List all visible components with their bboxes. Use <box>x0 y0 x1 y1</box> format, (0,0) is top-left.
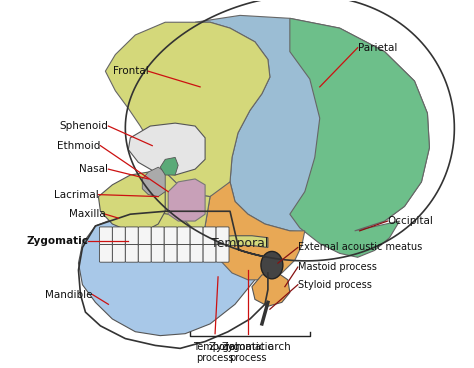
FancyBboxPatch shape <box>203 245 216 262</box>
Polygon shape <box>168 179 205 221</box>
Text: Mastoid process: Mastoid process <box>298 262 377 272</box>
Text: Styloid process: Styloid process <box>298 280 372 290</box>
Polygon shape <box>142 167 165 197</box>
FancyBboxPatch shape <box>151 245 164 262</box>
FancyBboxPatch shape <box>100 227 112 245</box>
Polygon shape <box>190 236 268 251</box>
Polygon shape <box>105 22 270 197</box>
Text: Mandible: Mandible <box>45 290 92 300</box>
FancyBboxPatch shape <box>112 245 125 262</box>
FancyBboxPatch shape <box>190 227 203 245</box>
Polygon shape <box>79 211 262 336</box>
FancyBboxPatch shape <box>112 227 125 245</box>
Text: Maxilla: Maxilla <box>69 209 105 219</box>
Polygon shape <box>195 15 429 234</box>
Text: Temporal
process: Temporal process <box>193 342 237 363</box>
Polygon shape <box>128 123 205 175</box>
Polygon shape <box>120 211 195 251</box>
FancyBboxPatch shape <box>177 245 190 262</box>
Text: External acoustic meatus: External acoustic meatus <box>298 243 422 252</box>
Text: Zygomatic
process: Zygomatic process <box>222 342 274 363</box>
Polygon shape <box>205 182 305 280</box>
FancyBboxPatch shape <box>138 227 151 245</box>
FancyBboxPatch shape <box>164 245 177 262</box>
Polygon shape <box>160 158 178 175</box>
Polygon shape <box>290 18 429 257</box>
Text: Occipital: Occipital <box>388 216 433 226</box>
FancyBboxPatch shape <box>216 227 229 245</box>
FancyBboxPatch shape <box>190 245 203 262</box>
FancyBboxPatch shape <box>100 245 112 262</box>
Text: Zygomatic: Zygomatic <box>27 236 89 246</box>
Polygon shape <box>99 172 165 231</box>
FancyBboxPatch shape <box>125 227 138 245</box>
FancyBboxPatch shape <box>125 245 138 262</box>
FancyBboxPatch shape <box>203 227 216 245</box>
Text: Ethmoid: Ethmoid <box>57 141 100 151</box>
Text: Frontal: Frontal <box>112 66 148 76</box>
FancyBboxPatch shape <box>177 227 190 245</box>
Text: Parietal: Parietal <box>358 43 397 53</box>
Ellipse shape <box>261 251 283 279</box>
Text: Nasal: Nasal <box>79 164 109 174</box>
Text: Zygomatic arch: Zygomatic arch <box>209 342 291 351</box>
Text: Temporal: Temporal <box>211 237 269 250</box>
Text: Lacrimal: Lacrimal <box>54 190 99 199</box>
FancyBboxPatch shape <box>138 245 151 262</box>
Text: Sphenoid: Sphenoid <box>60 121 109 131</box>
FancyBboxPatch shape <box>164 227 177 245</box>
Polygon shape <box>148 159 210 257</box>
FancyBboxPatch shape <box>151 227 164 245</box>
Polygon shape <box>252 273 290 306</box>
FancyBboxPatch shape <box>216 245 229 262</box>
